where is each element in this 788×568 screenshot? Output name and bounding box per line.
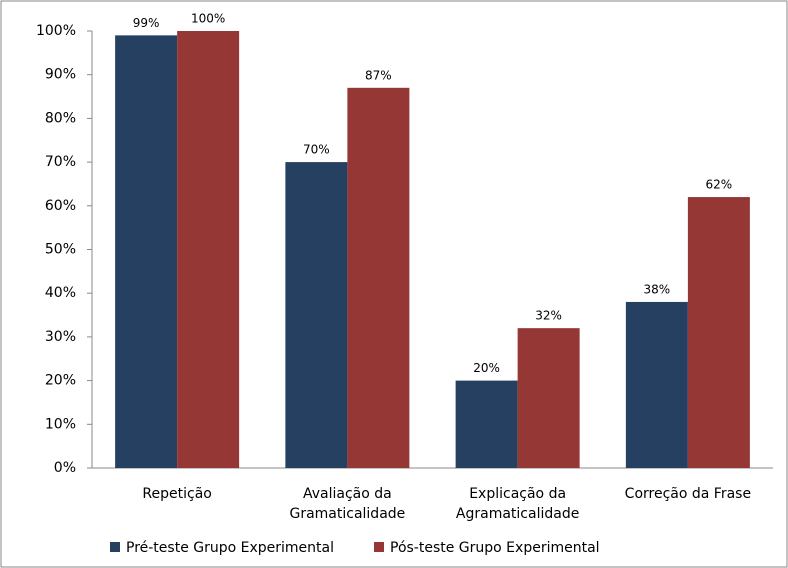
value-label: 32% [535, 309, 562, 323]
value-label: 87% [365, 68, 392, 82]
y-tick-label: 30% [45, 329, 76, 345]
x-tick-label: Correção da Frase [625, 486, 751, 502]
value-label: 99% [133, 16, 160, 30]
y-tick-label: 0% [54, 460, 76, 476]
bar [347, 87, 410, 468]
legend-label: Pós-teste Grupo Experimental [390, 540, 600, 556]
value-label: 100% [191, 12, 225, 26]
y-tick-label: 60% [45, 198, 76, 214]
value-label: 70% [303, 143, 330, 157]
bar [115, 35, 178, 469]
value-label: 38% [644, 282, 671, 296]
value-label: 62% [706, 178, 733, 192]
bar [687, 197, 750, 468]
legend-swatch [110, 542, 120, 552]
x-tick-label: Avaliação da Gramaticalidade [289, 486, 405, 522]
x-tick-label: Explicação da Agramaticalidade [456, 486, 579, 522]
y-tick-label: 100% [36, 23, 76, 39]
bar [625, 301, 688, 468]
bar [517, 328, 580, 468]
y-tick-label: 50% [45, 242, 76, 258]
y-tick-label: 40% [45, 285, 76, 301]
legend-label: Pré-teste Grupo Experimental [126, 540, 334, 556]
bar [455, 380, 518, 468]
bar [177, 31, 240, 468]
bar [285, 162, 348, 468]
y-tick-label: 20% [45, 373, 76, 389]
x-tick-label: Repetição [142, 486, 211, 502]
y-tick-label: 10% [45, 416, 76, 432]
y-tick-label: 90% [45, 67, 76, 83]
legend-swatch [374, 542, 384, 552]
y-tick-label: 70% [45, 154, 76, 170]
value-label: 20% [473, 361, 500, 375]
y-tick-label: 80% [45, 110, 76, 126]
